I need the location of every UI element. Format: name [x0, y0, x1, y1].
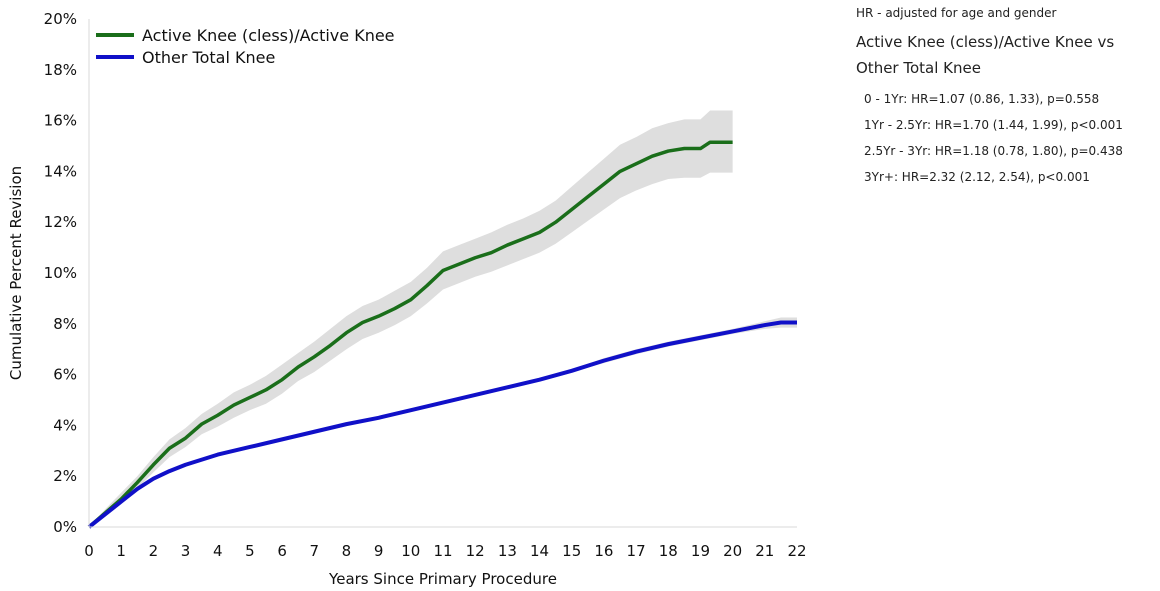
x-tick-label: 22 — [787, 542, 806, 560]
hr-interval-line: 1Yr - 2.5Yr: HR=1.70 (1.44, 1.99), p<0.0… — [864, 118, 1123, 132]
x-tick-label: 17 — [627, 542, 646, 560]
y-axis-title: Cumulative Percent Revision — [7, 166, 25, 380]
y-tick-label: 2% — [53, 467, 77, 485]
y-tick-label: 18% — [44, 61, 77, 79]
y-tick-label: 16% — [44, 112, 77, 130]
series-line-1 — [87, 320, 797, 529]
x-tick-label: 8 — [342, 542, 352, 560]
x-tick-label: 3 — [181, 542, 191, 560]
confidence-bands — [89, 110, 797, 527]
x-tick-label: 6 — [277, 542, 287, 560]
chart: 0 1 2 3 4 5 6 7 8 9 10 11 12 13 14 15 16 17 18 19 20 21 22 0%2… — [7, 10, 807, 588]
x-tick-label: 13 — [498, 542, 517, 560]
series-line-0 — [87, 140, 733, 529]
series-lines — [87, 140, 797, 529]
x-tick-label: 9 — [374, 542, 384, 560]
y-tick-label: 20% — [44, 10, 77, 28]
x-axis-ticks: 0 1 2 3 4 5 6 7 8 9 10 11 12 13 14 15 16 17 18 19 20 21 22 — [84, 542, 806, 560]
legend-label: Active Knee (cless)/Active Knee — [142, 26, 395, 45]
y-tick-label: 0% — [53, 518, 77, 536]
x-tick-label: 11 — [433, 542, 452, 560]
hr-adjustment-note: HR - adjusted for age and gender — [856, 6, 1057, 20]
x-tick-label: 18 — [659, 542, 678, 560]
x-tick-label: 1 — [116, 542, 126, 560]
hazard-ratio-panel: HR - adjusted for age and gender Active … — [856, 6, 1156, 190]
hr-interval-line: 3Yr+: HR=2.32 (2.12, 2.54), p<0.001 — [864, 170, 1090, 184]
hr-interval-line: 2.5Yr - 3Yr: HR=1.18 (0.78, 1.80), p=0.4… — [864, 144, 1123, 158]
x-tick-label: 15 — [562, 542, 581, 560]
x-axis-title: Years Since Primary Procedure — [328, 570, 557, 588]
hr-comparison-title-line1: Active Knee (cless)/Active Knee vs — [856, 33, 1115, 51]
y-tick-label: 10% — [44, 264, 77, 282]
x-tick-label: 21 — [755, 542, 774, 560]
y-tick-label: 6% — [53, 366, 77, 384]
x-tick-label: 0 — [84, 542, 94, 560]
x-tick-label: 12 — [466, 542, 485, 560]
confidence-band-0 — [89, 110, 733, 527]
x-tick-label: 20 — [723, 542, 742, 560]
legend: Active Knee (cless)/Active Knee Other Tot… — [96, 26, 395, 67]
legend-label: Other Total Knee — [142, 48, 275, 67]
x-tick-label: 19 — [691, 542, 710, 560]
hr-comparison-title-line2: Other Total Knee — [856, 59, 981, 77]
y-tick-label: 12% — [44, 213, 77, 231]
x-tick-label: 14 — [530, 542, 549, 560]
x-tick-label: 4 — [213, 542, 223, 560]
hr-interval-line: 0 - 1Yr: HR=1.07 (0.86, 1.33), p=0.558 — [864, 92, 1100, 106]
y-tick-label: 4% — [53, 416, 77, 434]
x-tick-label: 7 — [309, 542, 319, 560]
x-tick-label: 5 — [245, 542, 255, 560]
x-tick-label: 2 — [149, 542, 159, 560]
y-axis-ticks: 0% 2% 4% 6% 8% 10% 12% 14% 16% 18% 20% — [44, 10, 77, 536]
y-tick-label: 8% — [53, 315, 77, 333]
x-tick-label: 10 — [401, 542, 420, 560]
x-tick-label: 16 — [594, 542, 613, 560]
y-tick-label: 14% — [44, 162, 77, 180]
